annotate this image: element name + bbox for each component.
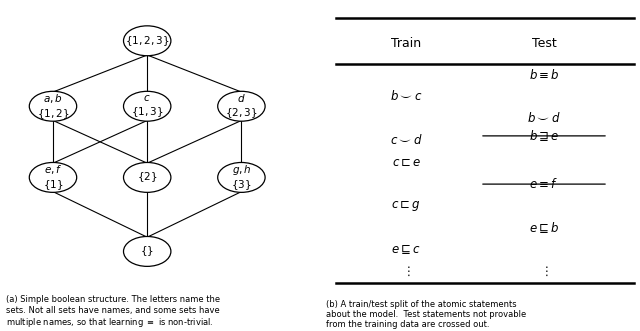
Text: $c \sqsubset g$: $c \sqsubset g$ xyxy=(392,199,421,213)
Text: $e, f$
$\{1\}$: $e, f$ $\{1\}$ xyxy=(43,163,63,192)
Text: $a, b$
$\{1,2\}$: $a, b$ $\{1,2\}$ xyxy=(36,92,69,120)
Ellipse shape xyxy=(29,163,77,192)
Ellipse shape xyxy=(29,91,77,121)
Text: $\{2\}$: $\{2\}$ xyxy=(137,170,157,184)
Text: $\vdots$: $\vdots$ xyxy=(402,265,411,278)
Ellipse shape xyxy=(218,163,265,192)
Text: $\{\}$: $\{\}$ xyxy=(140,245,154,258)
Text: $e \equiv f$: $e \equiv f$ xyxy=(529,177,559,191)
Text: $b \smile d$: $b \smile d$ xyxy=(527,111,561,125)
Ellipse shape xyxy=(218,91,265,121)
Text: $b \equiv b$: $b \equiv b$ xyxy=(529,68,559,81)
Text: $b \smile c$: $b \smile c$ xyxy=(390,89,422,103)
Text: $c$
$\{1,3\}$: $c$ $\{1,3\}$ xyxy=(131,93,163,119)
Ellipse shape xyxy=(124,91,171,121)
Text: (a) Simple boolean structure. The letters name the
sets. Not all sets have names: (a) Simple boolean structure. The letter… xyxy=(6,295,221,329)
Text: $e \sqsubseteq c$: $e \sqsubseteq c$ xyxy=(392,243,421,257)
Text: $c \sqsubset e$: $c \sqsubset e$ xyxy=(392,156,421,169)
Text: $c \smile d$: $c \smile d$ xyxy=(390,133,422,147)
Text: $\{1,2,3\}$: $\{1,2,3\}$ xyxy=(125,34,170,48)
Text: Train: Train xyxy=(391,37,422,50)
Ellipse shape xyxy=(124,26,171,56)
Text: $\vdots$: $\vdots$ xyxy=(540,265,548,278)
Text: Test: Test xyxy=(532,37,556,50)
Ellipse shape xyxy=(124,236,171,266)
Text: $b \sqsupseteq e$: $b \sqsupseteq e$ xyxy=(529,128,559,143)
Text: $e \sqsubseteq b$: $e \sqsubseteq b$ xyxy=(529,220,559,235)
Text: $g, h$
$\{3\}$: $g, h$ $\{3\}$ xyxy=(231,163,252,192)
Text: (b) A train/test split of the atomic statements
about the model.  Test statement: (b) A train/test split of the atomic sta… xyxy=(326,300,527,329)
Ellipse shape xyxy=(124,163,171,192)
Text: $d$
$\{2,3\}$: $d$ $\{2,3\}$ xyxy=(225,92,258,120)
